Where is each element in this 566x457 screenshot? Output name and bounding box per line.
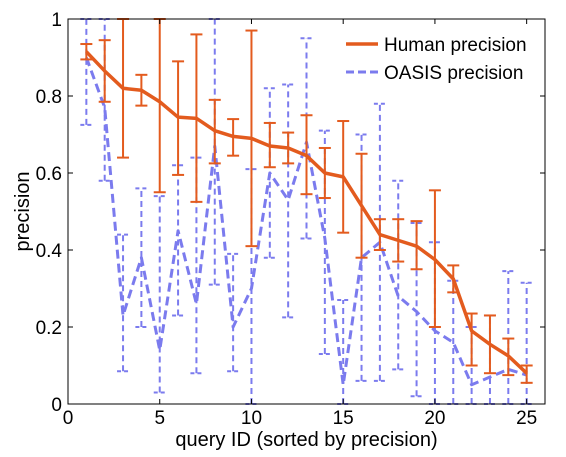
x-tick-label: 15 [333, 408, 354, 429]
y-axis-label: precision [12, 171, 34, 251]
x-tick-label: 0 [63, 408, 74, 429]
legend-label-oasis: OASIS precision [384, 63, 523, 84]
x-tick-label: 5 [154, 408, 165, 429]
legend-label-human: Human precision [384, 35, 527, 56]
legend-box [336, 24, 541, 86]
y-tick-label: 1 [51, 10, 62, 31]
y-tick-label: 0 [51, 395, 62, 416]
legend: Human precision OASIS precision [336, 24, 541, 86]
x-tick-label: 25 [516, 408, 537, 429]
y-tick-label: 0.4 [36, 241, 63, 262]
human-series-layer [80, 18, 533, 384]
x-tick-label: 10 [241, 408, 262, 429]
x-tick-label: 20 [424, 408, 445, 429]
y-tick-label: 0.8 [36, 87, 62, 108]
plot-frame [67, 18, 546, 405]
y-tick-label: 0.6 [36, 164, 62, 185]
axis-ticks: 0 5 10 15 20 25 0 0.2 0.4 0.6 0.8 1 [36, 10, 545, 429]
y-tick-label: 0.2 [36, 318, 62, 339]
x-axis-label: query ID (sorted by precision) [175, 429, 437, 451]
